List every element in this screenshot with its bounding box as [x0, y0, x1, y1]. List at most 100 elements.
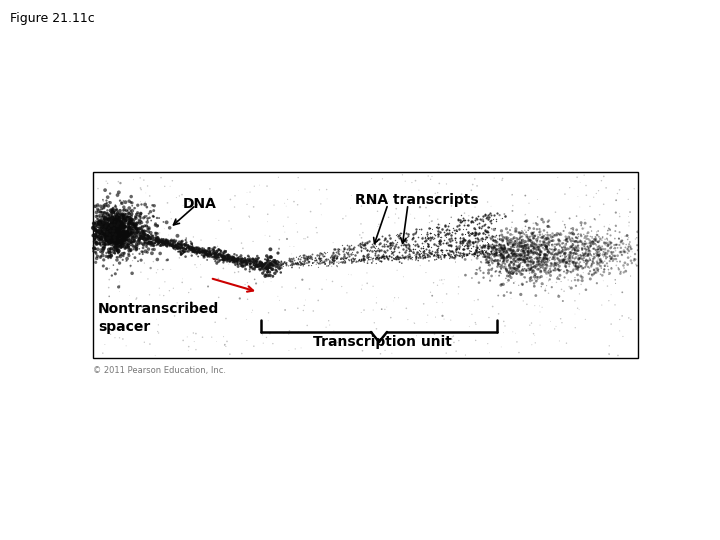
Point	[129, 204, 140, 212]
Point	[432, 219, 444, 228]
Point	[572, 271, 583, 279]
Point	[218, 256, 230, 265]
Point	[425, 228, 436, 237]
Point	[422, 240, 433, 249]
Point	[92, 223, 104, 232]
Point	[173, 242, 184, 251]
Point	[593, 245, 604, 253]
Point	[423, 218, 435, 227]
Point	[194, 246, 205, 254]
Point	[204, 252, 216, 261]
Point	[130, 223, 141, 232]
Point	[95, 226, 107, 235]
Point	[560, 262, 572, 271]
Point	[588, 269, 600, 278]
Point	[529, 301, 541, 310]
Point	[106, 240, 117, 249]
Point	[528, 234, 539, 242]
Point	[145, 228, 156, 237]
Point	[528, 262, 539, 271]
Point	[101, 225, 112, 234]
Point	[172, 244, 184, 253]
Point	[181, 234, 192, 242]
Point	[96, 217, 108, 225]
Point	[179, 240, 190, 248]
Point	[569, 254, 580, 263]
Point	[592, 231, 603, 240]
Point	[576, 262, 588, 271]
Point	[118, 234, 130, 243]
Point	[148, 206, 159, 215]
Point	[422, 234, 433, 242]
Point	[116, 199, 127, 207]
Point	[585, 256, 596, 265]
Point	[433, 237, 445, 246]
Point	[403, 253, 415, 261]
Point	[106, 225, 117, 234]
Point	[508, 265, 520, 274]
Point	[387, 240, 398, 249]
Point	[219, 253, 230, 262]
Point	[105, 230, 117, 239]
Point	[148, 234, 160, 243]
Point	[432, 215, 444, 224]
Point	[125, 261, 136, 270]
Point	[449, 253, 460, 262]
Point	[110, 232, 122, 241]
Point	[233, 254, 244, 263]
Point	[196, 245, 207, 253]
Point	[564, 236, 576, 245]
Point	[162, 239, 174, 247]
Point	[233, 267, 244, 276]
Point	[422, 232, 433, 240]
Point	[113, 210, 125, 218]
Point	[501, 267, 513, 275]
Point	[246, 257, 257, 266]
Point	[125, 214, 137, 223]
Point	[562, 237, 573, 245]
Point	[253, 263, 265, 272]
Point	[106, 227, 117, 236]
Point	[123, 218, 135, 227]
Point	[529, 240, 541, 248]
Point	[188, 329, 199, 338]
Point	[613, 264, 624, 272]
Point	[449, 233, 461, 242]
Point	[235, 255, 246, 264]
Point	[99, 214, 111, 222]
Point	[132, 240, 144, 248]
Point	[294, 258, 306, 266]
Point	[116, 199, 127, 207]
Point	[306, 261, 318, 270]
Point	[331, 254, 343, 263]
Point	[150, 235, 161, 244]
Point	[361, 252, 373, 261]
Point	[107, 267, 118, 275]
Point	[379, 346, 391, 355]
Point	[440, 221, 451, 230]
Point	[212, 249, 224, 258]
Point	[310, 260, 322, 268]
Point	[549, 231, 560, 239]
Point	[507, 252, 518, 260]
Point	[384, 239, 396, 247]
Point	[484, 208, 495, 217]
Point	[138, 241, 150, 249]
Point	[150, 221, 161, 230]
Point	[207, 248, 218, 256]
Point	[560, 236, 572, 245]
Point	[385, 313, 397, 322]
Point	[293, 251, 305, 260]
Point	[504, 236, 516, 245]
Point	[378, 252, 390, 261]
Point	[251, 259, 262, 268]
Point	[419, 240, 431, 248]
Point	[519, 273, 531, 282]
Point	[210, 243, 221, 252]
Point	[481, 255, 492, 264]
Point	[432, 241, 444, 250]
Point	[131, 242, 143, 251]
Point	[110, 229, 122, 238]
Point	[317, 252, 328, 260]
Point	[476, 259, 487, 267]
